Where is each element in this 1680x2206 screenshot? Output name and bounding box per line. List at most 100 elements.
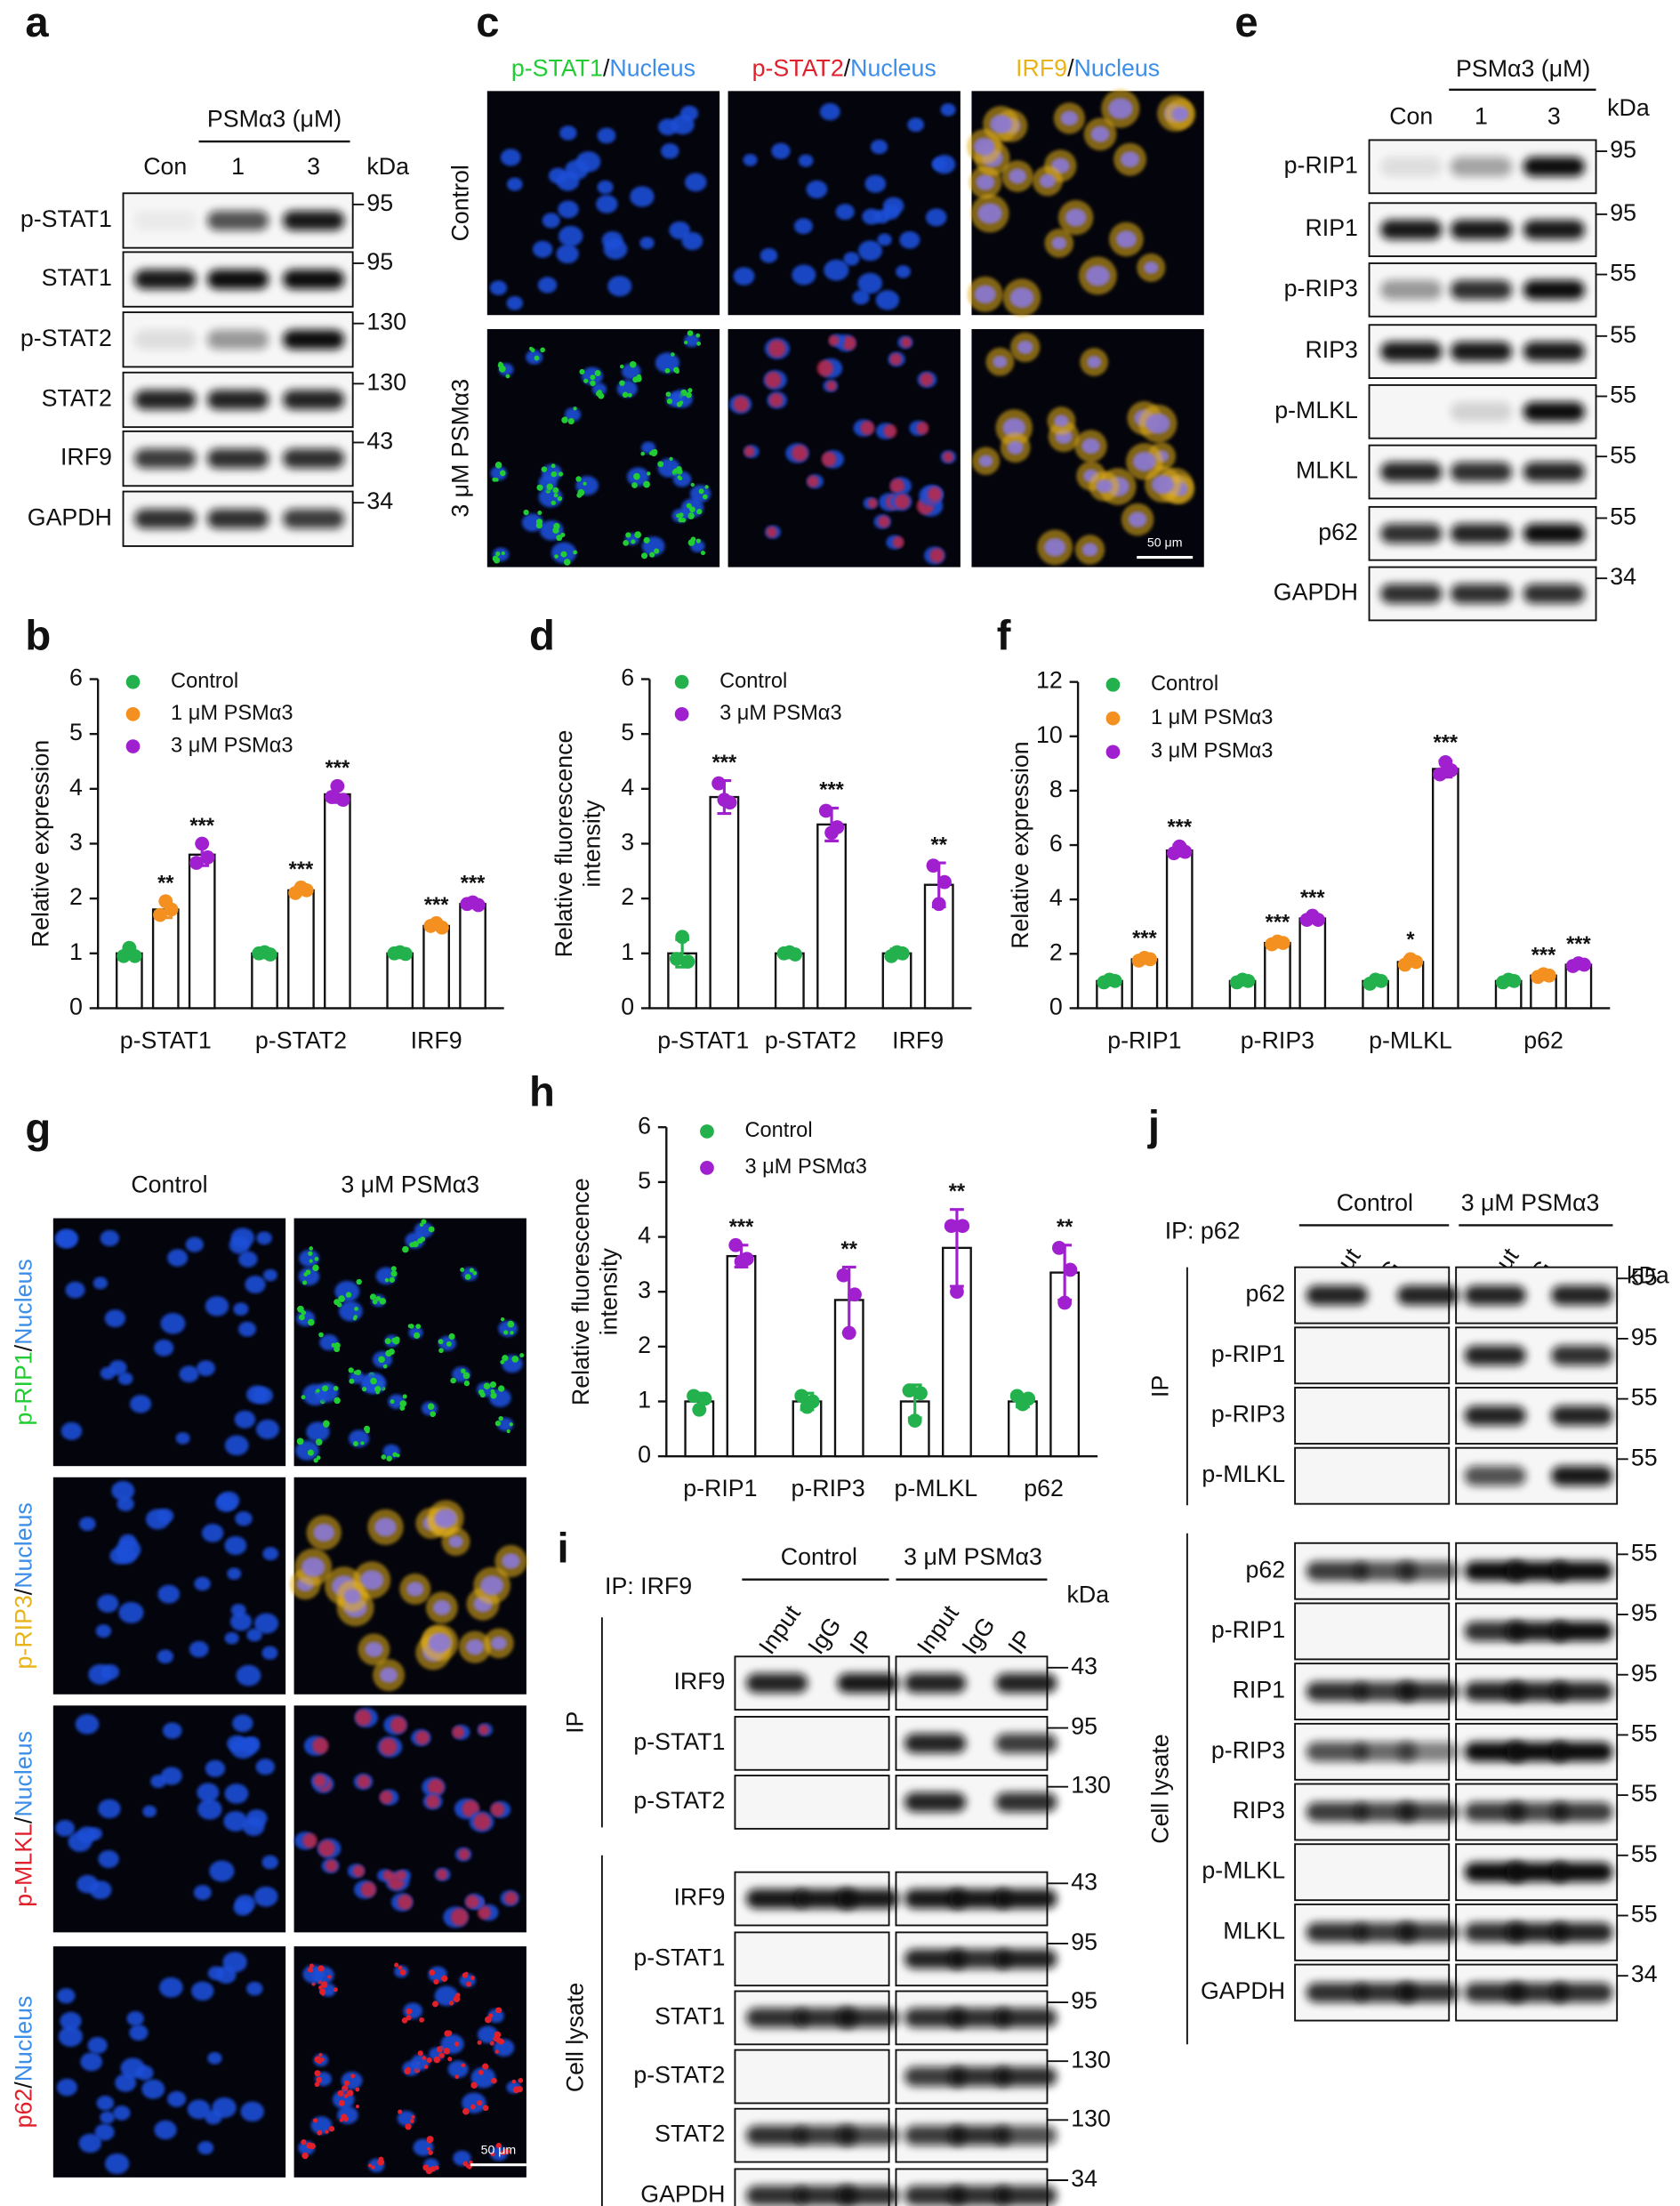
stain-dot <box>510 1331 514 1335</box>
micrograph <box>293 1705 527 1933</box>
stain-dot <box>537 511 543 515</box>
band <box>746 2186 808 2206</box>
stain-dot <box>478 2070 484 2075</box>
lane-label: IP <box>1002 1625 1037 1659</box>
stain-title-part: Nucleus <box>10 1731 36 1817</box>
nucleus <box>462 2092 486 2113</box>
nucleus <box>187 2099 211 2120</box>
band <box>1380 157 1443 177</box>
nucleus <box>80 2052 103 2072</box>
legend-marker <box>700 1161 714 1175</box>
nucleus <box>1144 261 1159 274</box>
stain-dot <box>554 554 559 559</box>
stain-dot <box>499 470 506 477</box>
band <box>206 210 269 230</box>
nucleus <box>205 1296 229 1316</box>
y-tick-label: 4 <box>638 1222 651 1249</box>
band <box>746 1673 808 1694</box>
nucleus <box>230 1603 246 1617</box>
stain-dot <box>337 2089 344 2097</box>
marker-label: 55 <box>1610 260 1636 286</box>
stain-dot <box>314 2081 320 2088</box>
stain-dot <box>490 2152 495 2157</box>
band <box>904 1791 967 1813</box>
y-tick-label: 5 <box>638 1167 651 1194</box>
legend-marker <box>700 1124 714 1139</box>
stain-dot <box>381 1454 387 1460</box>
nucleus <box>1132 451 1156 471</box>
stain-dot <box>704 485 709 489</box>
band <box>1551 1983 1613 2003</box>
stain-dot <box>433 2056 441 2064</box>
nucleus <box>100 2111 115 2124</box>
micrograph <box>52 1477 286 1695</box>
stain-dot <box>412 1240 419 1248</box>
data-point <box>398 946 413 962</box>
nucleus <box>870 139 888 155</box>
legend-label: 3 μM PSMα3 <box>744 1155 866 1179</box>
stain-dot <box>643 480 650 488</box>
row-label: GAPDH <box>1274 579 1358 606</box>
y-tick-label: 1 <box>638 1387 651 1413</box>
micrograph <box>293 1218 527 1467</box>
stain-dot <box>309 1246 314 1251</box>
marker-label: 55 <box>1631 1539 1658 1566</box>
band <box>1551 1466 1613 1486</box>
band <box>134 448 197 469</box>
data-point <box>697 1391 712 1406</box>
y-tick-label: 2 <box>69 883 83 910</box>
stain-dot <box>466 1981 472 1987</box>
bar <box>1431 768 1459 1010</box>
data-point <box>195 836 210 851</box>
stain-dot <box>328 2125 335 2132</box>
stain-dot <box>636 374 642 379</box>
band <box>1450 462 1513 482</box>
nucleus <box>229 1236 250 1254</box>
micrograph <box>52 1946 286 2178</box>
nucleus <box>56 1229 78 1248</box>
nucleus <box>245 1276 266 1293</box>
band <box>746 2008 808 2028</box>
nucleus <box>925 208 947 227</box>
y-axis-label: intensity <box>595 1248 622 1336</box>
scale-bar-label: 50 μm <box>1147 536 1183 551</box>
stain-blob <box>450 1908 469 1927</box>
stain-dot <box>505 374 510 379</box>
data-point <box>470 898 486 913</box>
y-tick-label: 10 <box>1036 721 1063 748</box>
legend-marker <box>674 706 689 721</box>
stain-blob <box>311 1737 329 1754</box>
stain-dot <box>623 540 630 546</box>
stain-dot <box>301 1310 307 1316</box>
stain-dot <box>390 1266 397 1272</box>
nucleus <box>306 1421 330 1442</box>
stain-dot <box>698 488 704 495</box>
significance: ** <box>1057 1216 1073 1239</box>
data-point <box>1107 973 1122 988</box>
nucleus <box>448 1535 463 1549</box>
stain-dot <box>540 347 545 353</box>
nucleus <box>990 114 1012 133</box>
band <box>995 1791 1057 1813</box>
nucleus <box>1081 543 1098 557</box>
bar <box>1298 917 1327 1010</box>
stain-dot <box>406 2008 413 2015</box>
data-point <box>1275 936 1290 950</box>
nucleus <box>315 1382 339 1403</box>
stain-dot <box>303 1272 309 1277</box>
data-point <box>1374 973 1388 988</box>
significance: *** <box>819 779 844 802</box>
nucleus <box>858 240 882 262</box>
band <box>1397 1983 1459 2003</box>
stain-dot <box>507 1320 515 1328</box>
lane-label: 3 <box>1547 102 1561 129</box>
row-label: p-RIP3 <box>1211 1736 1285 1763</box>
section-label: Cell lysate <box>562 1983 589 2092</box>
band <box>995 1888 1057 1909</box>
stain-dot <box>427 2146 431 2152</box>
stain-dot <box>388 1349 395 1356</box>
nucleus <box>835 204 855 221</box>
nucleus <box>655 352 680 374</box>
nucleus <box>1065 208 1087 227</box>
stain-dot <box>308 1251 313 1256</box>
